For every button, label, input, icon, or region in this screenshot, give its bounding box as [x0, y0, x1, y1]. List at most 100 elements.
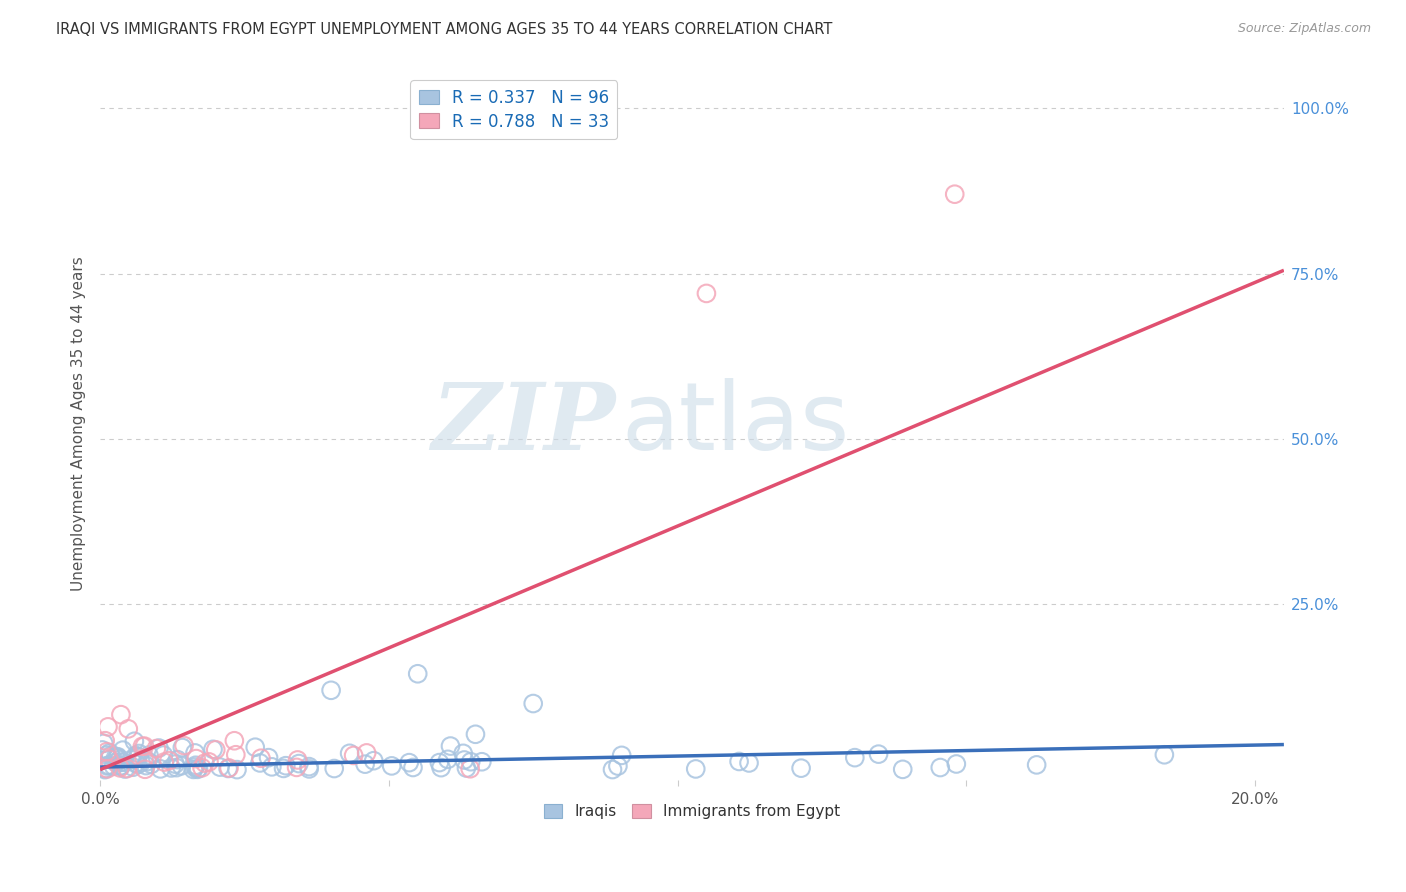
Point	[112, 756, 135, 770]
Point	[141, 757, 163, 772]
Point	[460, 755, 482, 769]
Point	[120, 753, 142, 767]
Point	[245, 740, 267, 755]
Point	[194, 756, 217, 771]
Point	[125, 748, 148, 763]
Point	[97, 720, 120, 734]
Point	[96, 759, 118, 773]
Point	[929, 760, 952, 774]
Point	[191, 761, 214, 775]
Point	[381, 759, 404, 773]
Point	[224, 733, 246, 747]
Point	[285, 760, 308, 774]
Point	[945, 756, 967, 771]
Point	[104, 750, 127, 764]
Point	[134, 762, 156, 776]
Point	[685, 762, 707, 776]
Point	[217, 762, 239, 776]
Point	[319, 683, 342, 698]
Point	[129, 756, 152, 770]
Point	[453, 753, 475, 767]
Point	[606, 759, 628, 773]
Point	[790, 761, 813, 775]
Point	[96, 762, 118, 776]
Point	[184, 758, 207, 772]
Point	[204, 743, 226, 757]
Text: Source: ZipAtlas.com: Source: ZipAtlas.com	[1237, 22, 1371, 36]
Point	[728, 755, 751, 769]
Point	[98, 752, 121, 766]
Point	[186, 751, 208, 765]
Point	[124, 734, 146, 748]
Point	[172, 740, 194, 755]
Point	[110, 759, 132, 773]
Point	[610, 748, 633, 763]
Point	[363, 754, 385, 768]
Point	[398, 756, 420, 770]
Point	[1025, 757, 1047, 772]
Point	[943, 187, 966, 202]
Point	[738, 756, 761, 770]
Point	[131, 739, 153, 754]
Point	[695, 286, 717, 301]
Point	[437, 752, 460, 766]
Point	[402, 760, 425, 774]
Point	[844, 750, 866, 764]
Point	[108, 761, 131, 775]
Point	[323, 762, 346, 776]
Point	[152, 747, 174, 762]
Point	[125, 756, 148, 771]
Point	[273, 761, 295, 775]
Point	[127, 749, 149, 764]
Point	[339, 747, 361, 761]
Point	[100, 748, 122, 763]
Point	[145, 741, 167, 756]
Point	[96, 747, 118, 762]
Point	[107, 750, 129, 764]
Point	[136, 755, 159, 769]
Point	[522, 697, 544, 711]
Point	[868, 747, 890, 761]
Point	[298, 762, 321, 776]
Text: IRAQI VS IMMIGRANTS FROM EGYPT UNEMPLOYMENT AMONG AGES 35 TO 44 YEARS CORRELATIO: IRAQI VS IMMIGRANTS FROM EGYPT UNEMPLOYM…	[56, 22, 832, 37]
Point	[115, 762, 138, 776]
Point	[406, 666, 429, 681]
Point	[166, 753, 188, 767]
Point	[110, 755, 132, 769]
Point	[110, 707, 132, 722]
Point	[107, 749, 129, 764]
Point	[134, 739, 156, 753]
Point	[110, 758, 132, 772]
Point	[148, 741, 170, 756]
Point	[138, 747, 160, 762]
Point	[458, 762, 481, 776]
Text: ZIP: ZIP	[430, 379, 614, 469]
Point	[122, 760, 145, 774]
Point	[891, 763, 914, 777]
Point	[117, 722, 139, 736]
Point	[184, 760, 207, 774]
Point	[471, 755, 494, 769]
Point	[186, 763, 208, 777]
Point	[1153, 747, 1175, 762]
Y-axis label: Unemployment Among Ages 35 to 44 years: Unemployment Among Ages 35 to 44 years	[72, 257, 86, 591]
Point	[127, 757, 149, 772]
Point	[157, 754, 180, 768]
Point	[439, 739, 461, 753]
Point	[170, 759, 193, 773]
Text: atlas: atlas	[621, 378, 849, 470]
Point	[430, 761, 453, 775]
Point	[249, 756, 271, 770]
Point	[132, 751, 155, 765]
Point	[91, 743, 114, 757]
Legend: Iraqis, Immigrants from Egypt: Iraqis, Immigrants from Egypt	[538, 798, 846, 825]
Point	[149, 762, 172, 776]
Point	[257, 750, 280, 764]
Point	[94, 762, 117, 776]
Point	[218, 761, 240, 775]
Point	[114, 762, 136, 776]
Point	[98, 746, 121, 760]
Point	[104, 756, 127, 770]
Point	[94, 763, 117, 777]
Point	[97, 758, 120, 772]
